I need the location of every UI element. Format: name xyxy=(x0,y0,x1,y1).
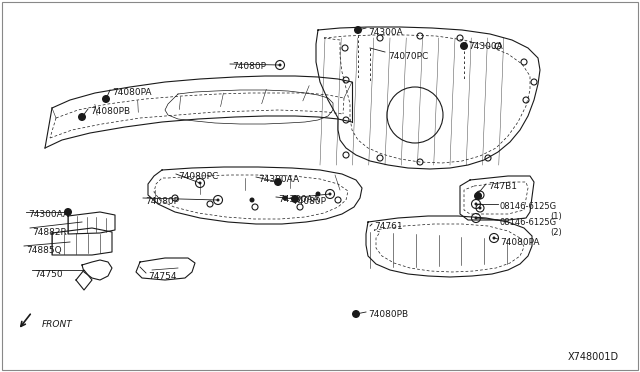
Text: 74300A: 74300A xyxy=(368,28,403,37)
Circle shape xyxy=(250,198,255,202)
Text: 74885Q: 74885Q xyxy=(26,246,61,255)
Text: 74080PB: 74080PB xyxy=(90,107,130,116)
Text: FRONT: FRONT xyxy=(42,320,73,329)
Text: 74300AA: 74300AA xyxy=(28,210,69,219)
Circle shape xyxy=(479,206,481,209)
Text: 747B1: 747B1 xyxy=(488,182,517,191)
Circle shape xyxy=(102,95,110,103)
Text: 74080PC: 74080PC xyxy=(178,172,218,181)
Text: 74882R: 74882R xyxy=(32,228,67,237)
Text: 74080PA: 74080PA xyxy=(112,88,152,97)
Circle shape xyxy=(198,182,202,185)
Circle shape xyxy=(274,178,282,186)
Text: X748001D: X748001D xyxy=(568,352,619,362)
Circle shape xyxy=(291,195,299,203)
Circle shape xyxy=(493,237,495,240)
Circle shape xyxy=(328,192,332,196)
Circle shape xyxy=(316,192,321,196)
Text: (1): (1) xyxy=(550,212,562,221)
Circle shape xyxy=(474,217,477,219)
Text: 74300A: 74300A xyxy=(468,42,503,51)
Text: 74754: 74754 xyxy=(148,272,177,281)
Text: 74070PC: 74070PC xyxy=(388,52,428,61)
Text: 74300AA: 74300AA xyxy=(258,175,299,184)
Text: 74750: 74750 xyxy=(34,270,63,279)
Circle shape xyxy=(282,196,287,201)
Circle shape xyxy=(474,202,477,205)
Circle shape xyxy=(352,310,360,318)
Circle shape xyxy=(479,193,481,196)
Text: 74080PB: 74080PB xyxy=(368,310,408,319)
Text: 74080P: 74080P xyxy=(145,197,179,206)
Text: (2): (2) xyxy=(550,228,562,237)
Text: 08146-6125G: 08146-6125G xyxy=(500,202,557,211)
Text: 74080PA: 74080PA xyxy=(500,238,540,247)
Circle shape xyxy=(78,113,86,121)
Circle shape xyxy=(216,199,220,202)
Circle shape xyxy=(354,26,362,34)
Text: 74080P: 74080P xyxy=(292,197,326,206)
Circle shape xyxy=(64,208,72,216)
Circle shape xyxy=(278,64,282,67)
Circle shape xyxy=(460,42,468,50)
Text: 74080P: 74080P xyxy=(232,62,266,71)
Text: 74761: 74761 xyxy=(374,222,403,231)
Text: 08146-6125G: 08146-6125G xyxy=(500,218,557,227)
Circle shape xyxy=(474,192,482,200)
Text: 74300AA: 74300AA xyxy=(278,195,319,204)
